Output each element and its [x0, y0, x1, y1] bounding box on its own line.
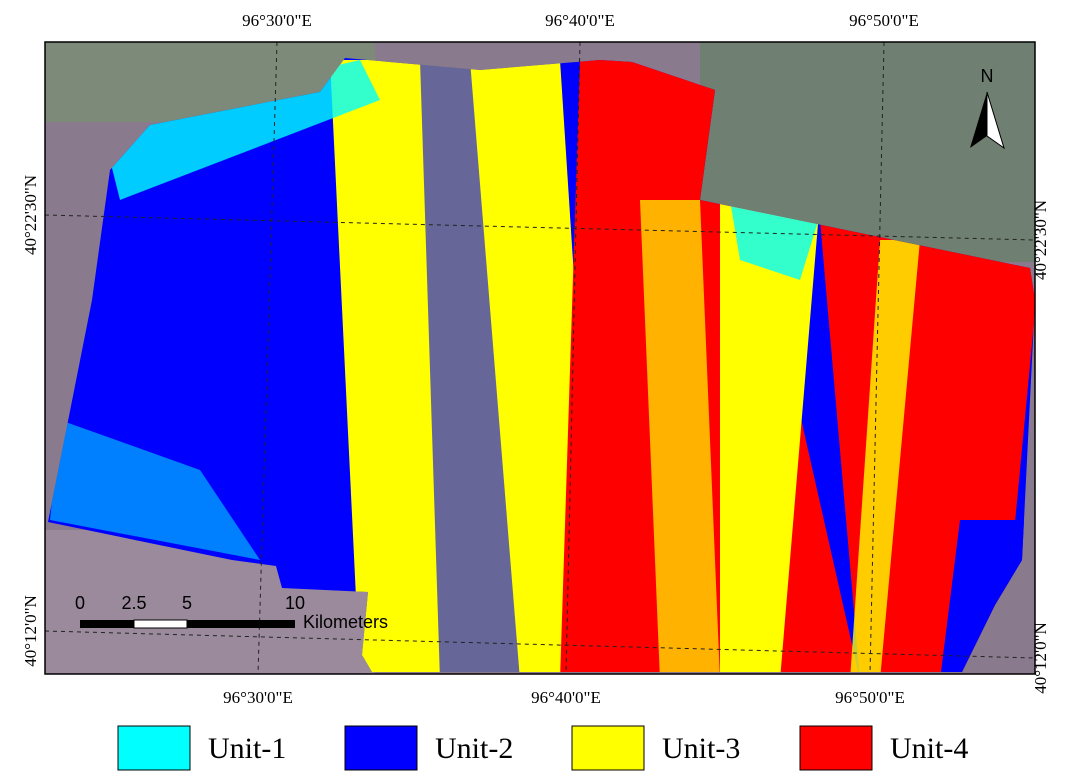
bottom-coord-label: 96°50'0"E [835, 688, 905, 707]
scale-tick-label: 5 [182, 593, 192, 613]
north-label: N [981, 66, 994, 86]
legend-label: Unit-3 [662, 732, 740, 765]
left-coord-label: 40°12'0"N [21, 595, 40, 667]
legend-swatch [800, 726, 872, 770]
scale-bar [80, 620, 295, 628]
legend-swatch [118, 726, 190, 770]
map-figure: N 96°30'0"E 96°40'0"E 96°50'0"E 96°30'0"E 96… [0, 0, 1068, 774]
legend-swatch [572, 726, 644, 770]
right-coord-label: 40°22'30"N [1031, 200, 1050, 280]
legend-label: Unit-2 [435, 732, 513, 765]
right-coord-label: 40°12'0"N [1031, 622, 1050, 694]
scale-segment [80, 620, 134, 628]
scale-segment [187, 620, 295, 628]
scale-tick-label: 10 [285, 593, 305, 613]
scale-unit: Kilometers [303, 612, 388, 632]
legend-swatch [345, 726, 417, 770]
bottom-coord-label: 96°30'0"E [223, 688, 293, 707]
top-coord-label: 96°50'0"E [849, 11, 919, 30]
legend-label: Unit-4 [890, 732, 968, 765]
top-coord-label: 96°30'0"E [242, 11, 312, 30]
scale-tick-label: 0 [75, 593, 85, 613]
legend-label: Unit-1 [208, 732, 286, 765]
scale-tick-label: 2.5 [121, 593, 146, 613]
bottom-coord-label: 96°40'0"E [531, 688, 601, 707]
left-coord-label: 40°22'30"N [21, 175, 40, 255]
top-coord-label: 96°40'0"E [545, 11, 615, 30]
scale-segment [134, 620, 187, 628]
